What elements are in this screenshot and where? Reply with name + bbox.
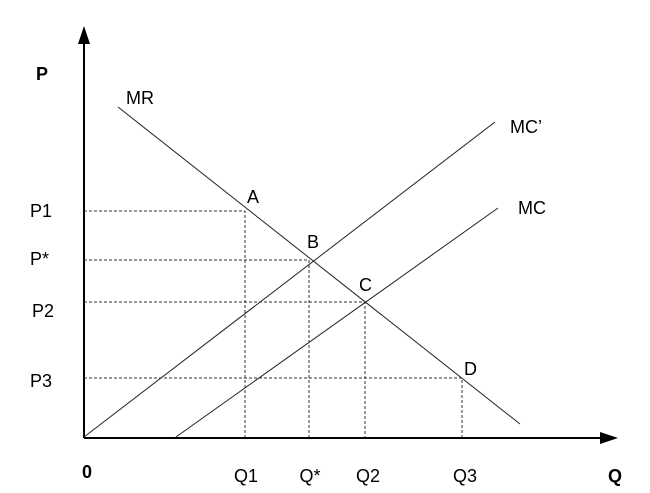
x-axis-arrow bbox=[600, 432, 618, 444]
point-label: D bbox=[464, 359, 477, 379]
price-label: P3 bbox=[30, 371, 52, 391]
curve-label: MC’ bbox=[510, 117, 542, 137]
quantity-label: Q1 bbox=[234, 466, 258, 486]
point-label: B bbox=[307, 232, 319, 252]
quantity-label: Q2 bbox=[356, 466, 380, 486]
y-axis-arrow bbox=[78, 26, 90, 44]
x-axis-label: Q bbox=[608, 466, 622, 486]
price-label: P* bbox=[30, 249, 49, 269]
origin-label: 0 bbox=[82, 462, 92, 482]
quantity-label: Q3 bbox=[453, 466, 477, 486]
mc-curve bbox=[175, 207, 499, 438]
guide-b bbox=[84, 259, 310, 437]
point-label: C bbox=[359, 275, 372, 295]
quantity-label: Q* bbox=[299, 466, 320, 486]
point-label: A bbox=[247, 187, 259, 207]
curve-label: MC bbox=[518, 198, 546, 218]
y-axis-label: P bbox=[36, 64, 48, 84]
guide-c bbox=[84, 301, 366, 437]
price-label: P1 bbox=[30, 201, 52, 221]
curve-label: MR bbox=[126, 88, 154, 108]
mc-prime-curve bbox=[83, 121, 496, 438]
price-label: P2 bbox=[32, 301, 54, 321]
guide-a bbox=[84, 210, 246, 437]
guide-d bbox=[84, 377, 463, 437]
mr-curve bbox=[117, 106, 521, 425]
